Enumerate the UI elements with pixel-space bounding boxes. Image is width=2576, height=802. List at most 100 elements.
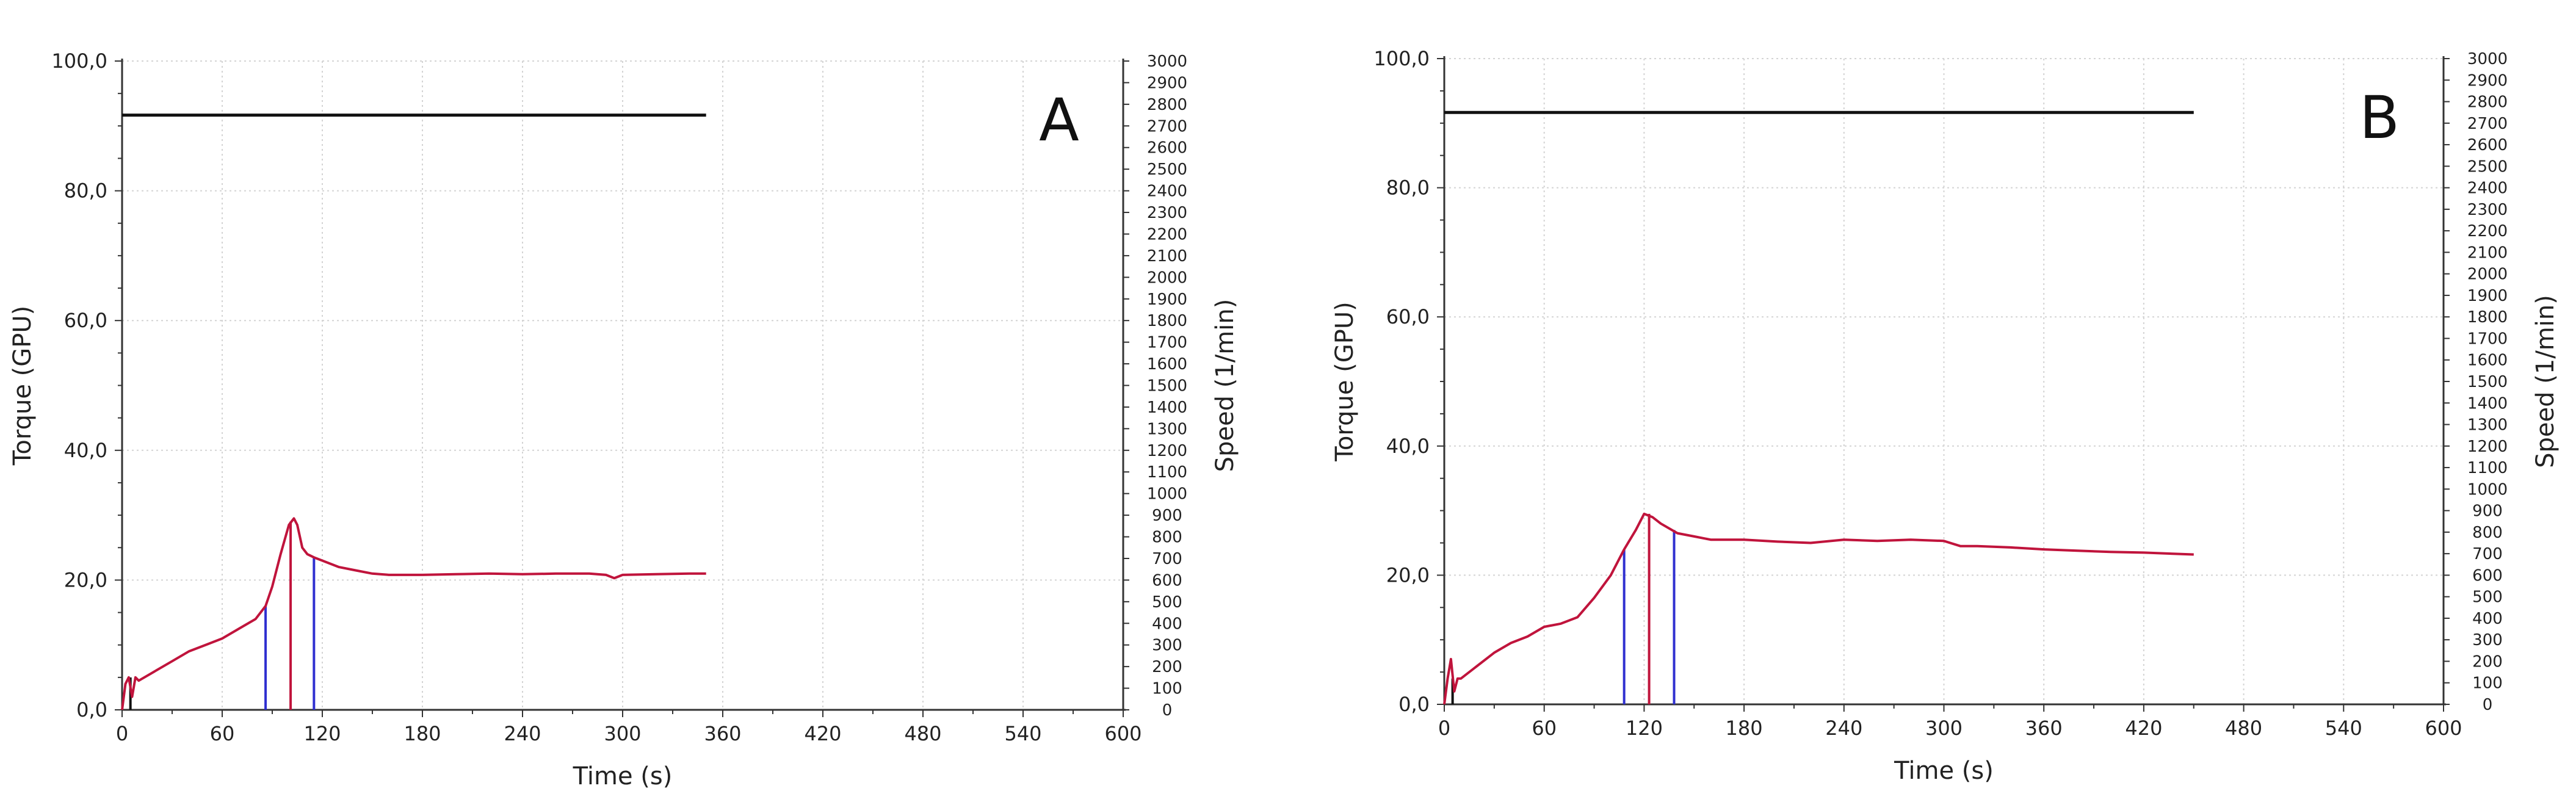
y2-tick-label: 2700 xyxy=(1147,117,1187,135)
y2-tick-label: 1200 xyxy=(1147,442,1187,460)
y2-tick-label: 2100 xyxy=(2467,244,2508,262)
y2-tick-label: 1800 xyxy=(1147,312,1187,330)
y-tick-label: 100,0 xyxy=(51,49,107,73)
y-tick-label: 80,0 xyxy=(64,179,107,203)
y2-tick-label: 2800 xyxy=(1147,96,1187,114)
x-tick-label: 60 xyxy=(1532,717,1557,740)
y2-tick-label: 2000 xyxy=(2467,266,2508,284)
y-tick-label: 40,0 xyxy=(1386,435,1430,458)
y2-tick-label: 500 xyxy=(2472,588,2503,607)
y2-tick-label: 2400 xyxy=(2467,179,2508,198)
panel-label: A xyxy=(1039,86,1079,154)
y2-tick-label: 2200 xyxy=(2467,222,2508,240)
x-tick-label: 540 xyxy=(1004,722,1041,745)
y2-tick-label: 2500 xyxy=(2467,157,2508,176)
y2-tick-label: 0 xyxy=(1162,701,1173,720)
y2-axis-title: Speed (1/min) xyxy=(2531,295,2560,468)
y2-tick-label: 800 xyxy=(1152,529,1182,547)
y2-tick-label: 1500 xyxy=(2467,373,2508,391)
x-tick-label: 540 xyxy=(2325,717,2362,740)
y2-tick-label: 300 xyxy=(2472,631,2503,649)
y2-tick-label: 1600 xyxy=(2467,352,2508,370)
y2-tick-label: 900 xyxy=(2472,502,2503,521)
chart-panel-b: 0 60 120 180 240 300 360 420 480 540 600 0,0 20,0 40,… xyxy=(1331,47,2560,785)
y2-tick-label: 700 xyxy=(1152,550,1182,568)
y2-tick-label: 2400 xyxy=(1147,182,1187,201)
y2-axis-title: Speed (1/min) xyxy=(1211,299,1239,472)
y2-tick-label: 2600 xyxy=(2467,136,2508,154)
y2-tick-label: 1300 xyxy=(1147,420,1187,438)
x-tick-label: 0 xyxy=(116,722,128,745)
y-tick-label: 60,0 xyxy=(1386,305,1430,328)
y2-tick-label: 100 xyxy=(2472,674,2503,693)
x-axis-title: Time (s) xyxy=(1894,757,1994,785)
y2-tick-label: 1600 xyxy=(1147,355,1187,374)
x-tick-label: 360 xyxy=(704,722,741,745)
y2-tick-label: 500 xyxy=(1152,593,1182,612)
panel-label: B xyxy=(2359,84,2400,152)
y2-tick-label: 200 xyxy=(2472,652,2503,671)
y2-tick-label: 3000 xyxy=(2467,50,2508,68)
x-tick-label: 0 xyxy=(1438,717,1450,740)
x-tick-label: 300 xyxy=(604,722,641,745)
y2-tick-label: 1200 xyxy=(2467,438,2508,456)
y2-tick-label: 1000 xyxy=(1147,485,1187,504)
x-axis-title: Time (s) xyxy=(573,762,673,790)
y2-tick-label: 2500 xyxy=(1147,161,1187,179)
y2-tick-label: 1800 xyxy=(2467,308,2508,327)
y2-tick-label: 1300 xyxy=(2467,416,2508,435)
y-tick-label: 60,0 xyxy=(64,309,107,332)
y2-tick-label: 2000 xyxy=(1147,269,1187,287)
y2-tick-label: 900 xyxy=(1152,507,1182,525)
y2-tick-label: 100 xyxy=(1152,680,1182,698)
x-tick-label: 120 xyxy=(1626,717,1663,740)
y-axis-title: Torque (GPU) xyxy=(1331,302,1359,462)
y2-tick-label: 1100 xyxy=(2467,459,2508,477)
y2-tick-label: 600 xyxy=(2472,566,2503,585)
y2-tick-label: 700 xyxy=(2472,545,2503,563)
x-tick-label: 480 xyxy=(904,722,941,745)
torque-line xyxy=(121,517,706,710)
y-tick-label: 0,0 xyxy=(76,698,107,721)
y2-tick-label: 2100 xyxy=(1147,247,1187,266)
x-tick-label: 240 xyxy=(1825,717,1862,740)
x-tick-label: 120 xyxy=(303,722,341,745)
x-tick-label: 60 xyxy=(210,722,235,745)
torque-line xyxy=(1443,512,2194,705)
x-tick-label: 300 xyxy=(1925,717,1963,740)
x-tick-label: 420 xyxy=(2125,717,2162,740)
y2-tick-label: 2600 xyxy=(1147,139,1187,157)
y-tick-label: 0,0 xyxy=(1398,693,1430,716)
x-tick-label: 240 xyxy=(504,722,541,745)
y2-tick-label: 0 xyxy=(2483,696,2493,714)
y-axis-title: Torque (GPU) xyxy=(9,306,37,466)
x-tick-label: 360 xyxy=(2025,717,2063,740)
y-tick-label: 20,0 xyxy=(64,568,107,591)
x-tick-label: 600 xyxy=(2425,717,2462,740)
y2-tick-label: 600 xyxy=(1152,571,1182,590)
y2-tick-label: 2300 xyxy=(2467,201,2508,219)
y2-tick-label: 400 xyxy=(1152,615,1182,633)
y2-tick-label: 2200 xyxy=(1147,225,1187,244)
y2-tick-label: 1500 xyxy=(1147,377,1187,396)
x-tick-label: 180 xyxy=(1726,717,1763,740)
y2-tick-label: 1700 xyxy=(1147,334,1187,352)
y2-tick-label: 1900 xyxy=(2467,287,2508,305)
x-tick-label: 180 xyxy=(403,722,441,745)
y2-tick-label: 300 xyxy=(1152,637,1182,655)
y2-tick-label: 200 xyxy=(1152,658,1182,676)
y-tick-label: 80,0 xyxy=(1386,176,1430,200)
y2-tick-label: 2700 xyxy=(2467,115,2508,133)
y2-tick-label: 1400 xyxy=(1147,399,1187,417)
chart-panel-a: 0 60 120 180 240 300 360 420 480 540 600 0,0 20,0 40,… xyxy=(9,49,1239,790)
y2-tick-label: 800 xyxy=(2472,524,2503,542)
y2-tick-label: 2800 xyxy=(2467,93,2508,112)
y2-tick-label: 1000 xyxy=(2467,480,2508,499)
y2-tick-label: 1700 xyxy=(2467,330,2508,348)
y-tick-label: 40,0 xyxy=(64,439,107,462)
y-tick-label: 20,0 xyxy=(1386,563,1430,587)
x-tick-label: 480 xyxy=(2225,717,2262,740)
y2-tick-label: 3000 xyxy=(1147,52,1187,71)
y2-tick-label: 2900 xyxy=(2467,71,2508,90)
y2-tick-label: 2900 xyxy=(1147,74,1187,92)
